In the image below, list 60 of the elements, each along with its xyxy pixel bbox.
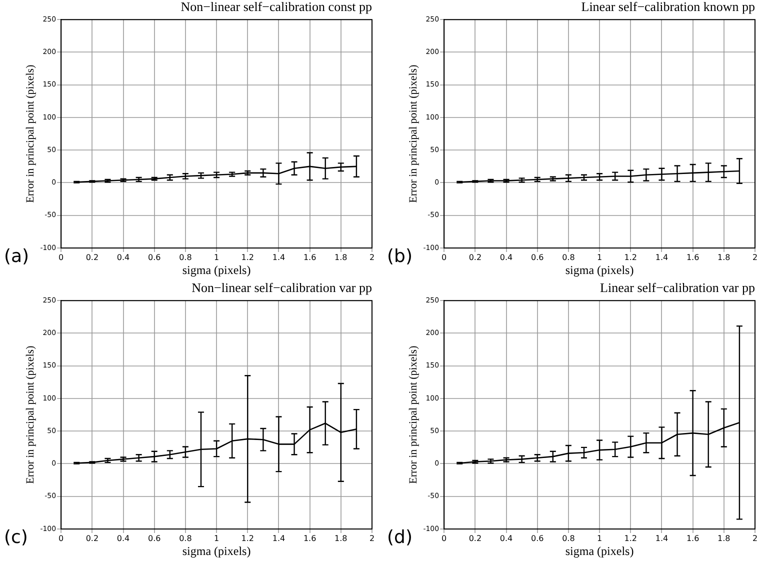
x-tick-label: 1.8 — [334, 534, 348, 543]
x-axis-title: sigma (pixels) — [182, 544, 251, 558]
x-axis-title: sigma (pixels) — [182, 262, 251, 277]
x-tick-label: 1.4 — [655, 534, 668, 543]
x-tick-label: 0 — [58, 252, 64, 262]
x-axis-title: sigma (pixels) — [565, 544, 634, 558]
x-tick-label: 0.6 — [148, 252, 161, 262]
y-axis-title: Error in principal point (pixels) — [24, 345, 36, 484]
x-tick-label: 0.2 — [468, 534, 482, 543]
x-tick-label: 0.4 — [500, 252, 513, 262]
chart-title: Linear self−calibration known pp — [581, 0, 755, 14]
x-tick-label: 0.2 — [468, 252, 482, 262]
x-tick-label: 1.4 — [655, 252, 668, 262]
text: (c) — [4, 527, 28, 548]
x-axis-title: sigma (pixels) — [565, 262, 634, 277]
x-tick-label: 0.6 — [148, 534, 161, 543]
x-tick-label: 0.6 — [530, 534, 544, 543]
text: (a) — [4, 246, 30, 267]
x-tick-label: 1.2 — [241, 534, 254, 543]
x-tick-label: 0.4 — [116, 252, 130, 262]
x-tick-label: 1.6 — [686, 534, 700, 543]
x-tick-label: 1.6 — [303, 252, 316, 262]
x-tick-label: 0.4 — [500, 534, 513, 543]
x-tick-label: 0.4 — [116, 534, 130, 543]
x-tick-label: 1 — [596, 534, 602, 543]
x-tick-label: 1.8 — [334, 252, 348, 262]
y-axis-title: Error in principal point (pixels) — [407, 64, 420, 203]
x-tick-label: 0.8 — [179, 252, 192, 262]
x-tick-label: 0.8 — [562, 534, 575, 543]
x-tick-label: 1.8 — [718, 252, 730, 262]
x-tick-label: 1.8 — [718, 534, 730, 543]
x-tick-label: 0 — [442, 252, 447, 262]
chart-title: Non−linear self−calibration const pp — [180, 0, 372, 14]
chart-title: Linear self−calibration var pp — [600, 280, 755, 296]
x-tick-label: 0.8 — [562, 252, 575, 262]
chart-title: Non−linear self−calibration var pp — [192, 280, 372, 296]
x-tick-label: 1 — [214, 534, 220, 543]
x-tick-label: 1 — [214, 252, 220, 262]
x-tick-label: 0 — [58, 534, 64, 543]
x-tick-label: 1.6 — [303, 534, 316, 543]
x-tick-label: 2 — [369, 252, 375, 262]
x-tick-label: 1.6 — [686, 252, 700, 262]
x-tick-label: 1.2 — [241, 252, 254, 262]
x-tick-label: 2 — [752, 252, 758, 262]
y-axis-title: Error in principal point (pixels) — [24, 64, 36, 203]
x-tick-label: 0 — [442, 534, 447, 543]
x-tick-label: 1.2 — [624, 534, 637, 543]
x-tick-label: 1.2 — [624, 252, 637, 262]
x-tick-label: 2 — [752, 534, 758, 543]
x-tick-label: 1 — [596, 252, 602, 262]
text: (b) — [387, 246, 412, 267]
text: (d) — [387, 527, 412, 548]
x-tick-label: 2 — [369, 534, 375, 543]
x-tick-label: 1.4 — [272, 252, 286, 262]
x-tick-label: 0.8 — [179, 534, 192, 543]
x-tick-label: 0.2 — [86, 252, 99, 262]
x-tick-label: 1.4 — [272, 534, 286, 543]
y-axis-title: Error in principal point (pixels) — [407, 345, 420, 484]
x-tick-label: 0.2 — [86, 534, 99, 543]
x-tick-label: 0.6 — [530, 252, 544, 262]
